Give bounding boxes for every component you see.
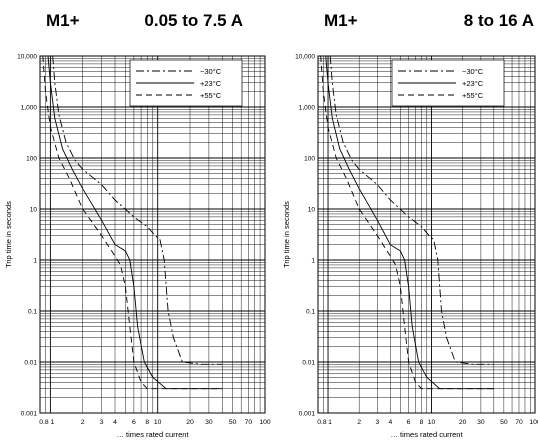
- x-tick-label: 30: [477, 419, 485, 426]
- chart-panel-2: M1+ 8 to 16 A 0.001 0.01 0.1 1 10 100 1,000 10,00…: [282, 11, 538, 439]
- legend-label: +23°C: [200, 79, 222, 88]
- y-tick-label: 10: [308, 207, 316, 214]
- plot-frame: [317, 55, 536, 414]
- y-tick-label: 10,000: [17, 54, 37, 61]
- x-tick-label: 0.8: [317, 419, 327, 426]
- y-tick-label: 100: [304, 156, 315, 163]
- grid-lines: [39, 56, 265, 414]
- x-tick-label: 6: [132, 419, 136, 426]
- y-tick-label: 10: [30, 207, 38, 214]
- x-tick-label: 3: [376, 419, 380, 426]
- x-tick-label: 20: [186, 419, 194, 426]
- x-tick-label: 30: [205, 419, 213, 426]
- legend-label: −30°C: [200, 67, 222, 76]
- x-axis-label: … times rated current: [390, 430, 463, 439]
- legend-label: +55°C: [462, 91, 484, 100]
- x-tick-label: 100: [529, 419, 538, 426]
- chart-subtitle: 0.05 to 7.5 A: [144, 11, 243, 30]
- y-tick-label: 1,000: [299, 105, 316, 112]
- chart-subtitle: 8 to 16 A: [464, 11, 534, 30]
- legend: −30°C +23°C +55°C: [129, 59, 243, 107]
- series-line-2: [325, 55, 494, 390]
- grid-lines: [317, 56, 535, 414]
- y-tick-label: 0.01: [24, 360, 37, 367]
- y-tick-label: 0.1: [306, 309, 315, 316]
- y-tick-label: 0.01: [302, 360, 315, 367]
- x-tick-label: 50: [500, 419, 508, 426]
- x-tick-label: 8: [145, 419, 149, 426]
- x-tick-label: 10: [154, 419, 162, 426]
- y-tick-label: 1: [311, 258, 315, 265]
- x-tick-label: 70: [515, 419, 523, 426]
- y-tick-label: 0.1: [28, 309, 37, 316]
- chart-panel-1: M1+ 0.05 to 7.5 A 0.001 0.01 0.1 1 10 100 1,000 1…: [4, 11, 271, 439]
- x-tick-label: 1: [51, 419, 55, 426]
- x-tick-label: 100: [259, 419, 271, 426]
- y-tick-label: 1: [33, 258, 37, 265]
- x-tick-label: 10: [428, 419, 436, 426]
- x-tick-label: 50: [229, 419, 237, 426]
- y-tick-label: 0.001: [299, 411, 316, 418]
- x-tick-label: 4: [113, 419, 117, 426]
- x-tick-label: 2: [81, 419, 85, 426]
- legend-label: −30°C: [462, 67, 484, 76]
- chart-title: M1+: [324, 11, 358, 30]
- legend-label: +23°C: [462, 79, 484, 88]
- series-line-1: [329, 55, 494, 365]
- series-group: [42, 55, 223, 390]
- x-tick-label: 4: [388, 419, 392, 426]
- chart-title: M1+: [46, 11, 80, 30]
- legend-label: +55°C: [200, 91, 222, 100]
- y-axis-label: Trip time in seconds: [4, 201, 13, 268]
- series-line-3: [42, 55, 223, 390]
- series-line-1: [52, 55, 223, 365]
- x-tick-label: 70: [245, 419, 253, 426]
- y-tick-label: 10,000: [295, 54, 315, 61]
- plot-frame: [39, 55, 266, 414]
- y-tick-label: 0.001: [21, 411, 38, 418]
- series-line-3: [320, 55, 494, 390]
- x-axis-label: … times rated current: [116, 430, 189, 439]
- series-group: [320, 55, 494, 390]
- x-tick-label: 3: [100, 419, 104, 426]
- x-tick-label: 8: [420, 419, 424, 426]
- x-tick-label: 0.8: [39, 419, 49, 426]
- legend: −30°C +23°C +55°C: [391, 59, 505, 107]
- x-tick-label: 1: [328, 419, 332, 426]
- x-tick-label: 20: [459, 419, 467, 426]
- y-tick-label: 100: [26, 156, 37, 163]
- y-axis-label: Trip time in seconds: [282, 201, 291, 268]
- x-tick-label: 6: [407, 419, 411, 426]
- series-line-2: [47, 55, 223, 390]
- x-tick-label: 2: [357, 419, 361, 426]
- y-tick-label: 1,000: [21, 105, 38, 112]
